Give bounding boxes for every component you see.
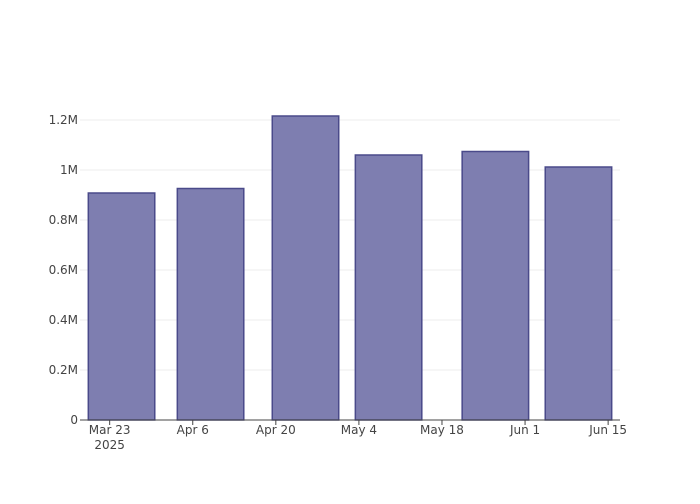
- x-tick-label: Apr 20: [256, 423, 296, 437]
- x-tick-label: Jun 1: [509, 423, 540, 437]
- x-tick-label: May 4: [341, 423, 377, 437]
- y-tick-label: 0.2M: [49, 363, 78, 377]
- x-tick-label: May 18: [420, 423, 464, 437]
- bar: [354, 154, 423, 421]
- y-tick-label: 0: [70, 413, 78, 427]
- x-tick-label-line: 2025: [94, 438, 125, 452]
- y-tick-label: 1.2M: [49, 113, 78, 127]
- y-tick-label: 0.4M: [49, 313, 78, 327]
- bar: [87, 192, 156, 421]
- bar: [461, 150, 530, 421]
- y-tick-label: 1M: [60, 163, 78, 177]
- y-tick-label: 0.8M: [49, 213, 78, 227]
- x-tick-label-line: Mar 23: [89, 423, 131, 437]
- y-tick-label: 0.6M: [49, 263, 78, 277]
- bar: [271, 115, 340, 421]
- x-tick-label: Jun 15: [588, 423, 627, 437]
- bar: [544, 166, 613, 421]
- x-tick-label: Mar 23 2025: [89, 423, 131, 452]
- bar: [176, 187, 245, 421]
- x-tick-label: Apr 6: [177, 423, 209, 437]
